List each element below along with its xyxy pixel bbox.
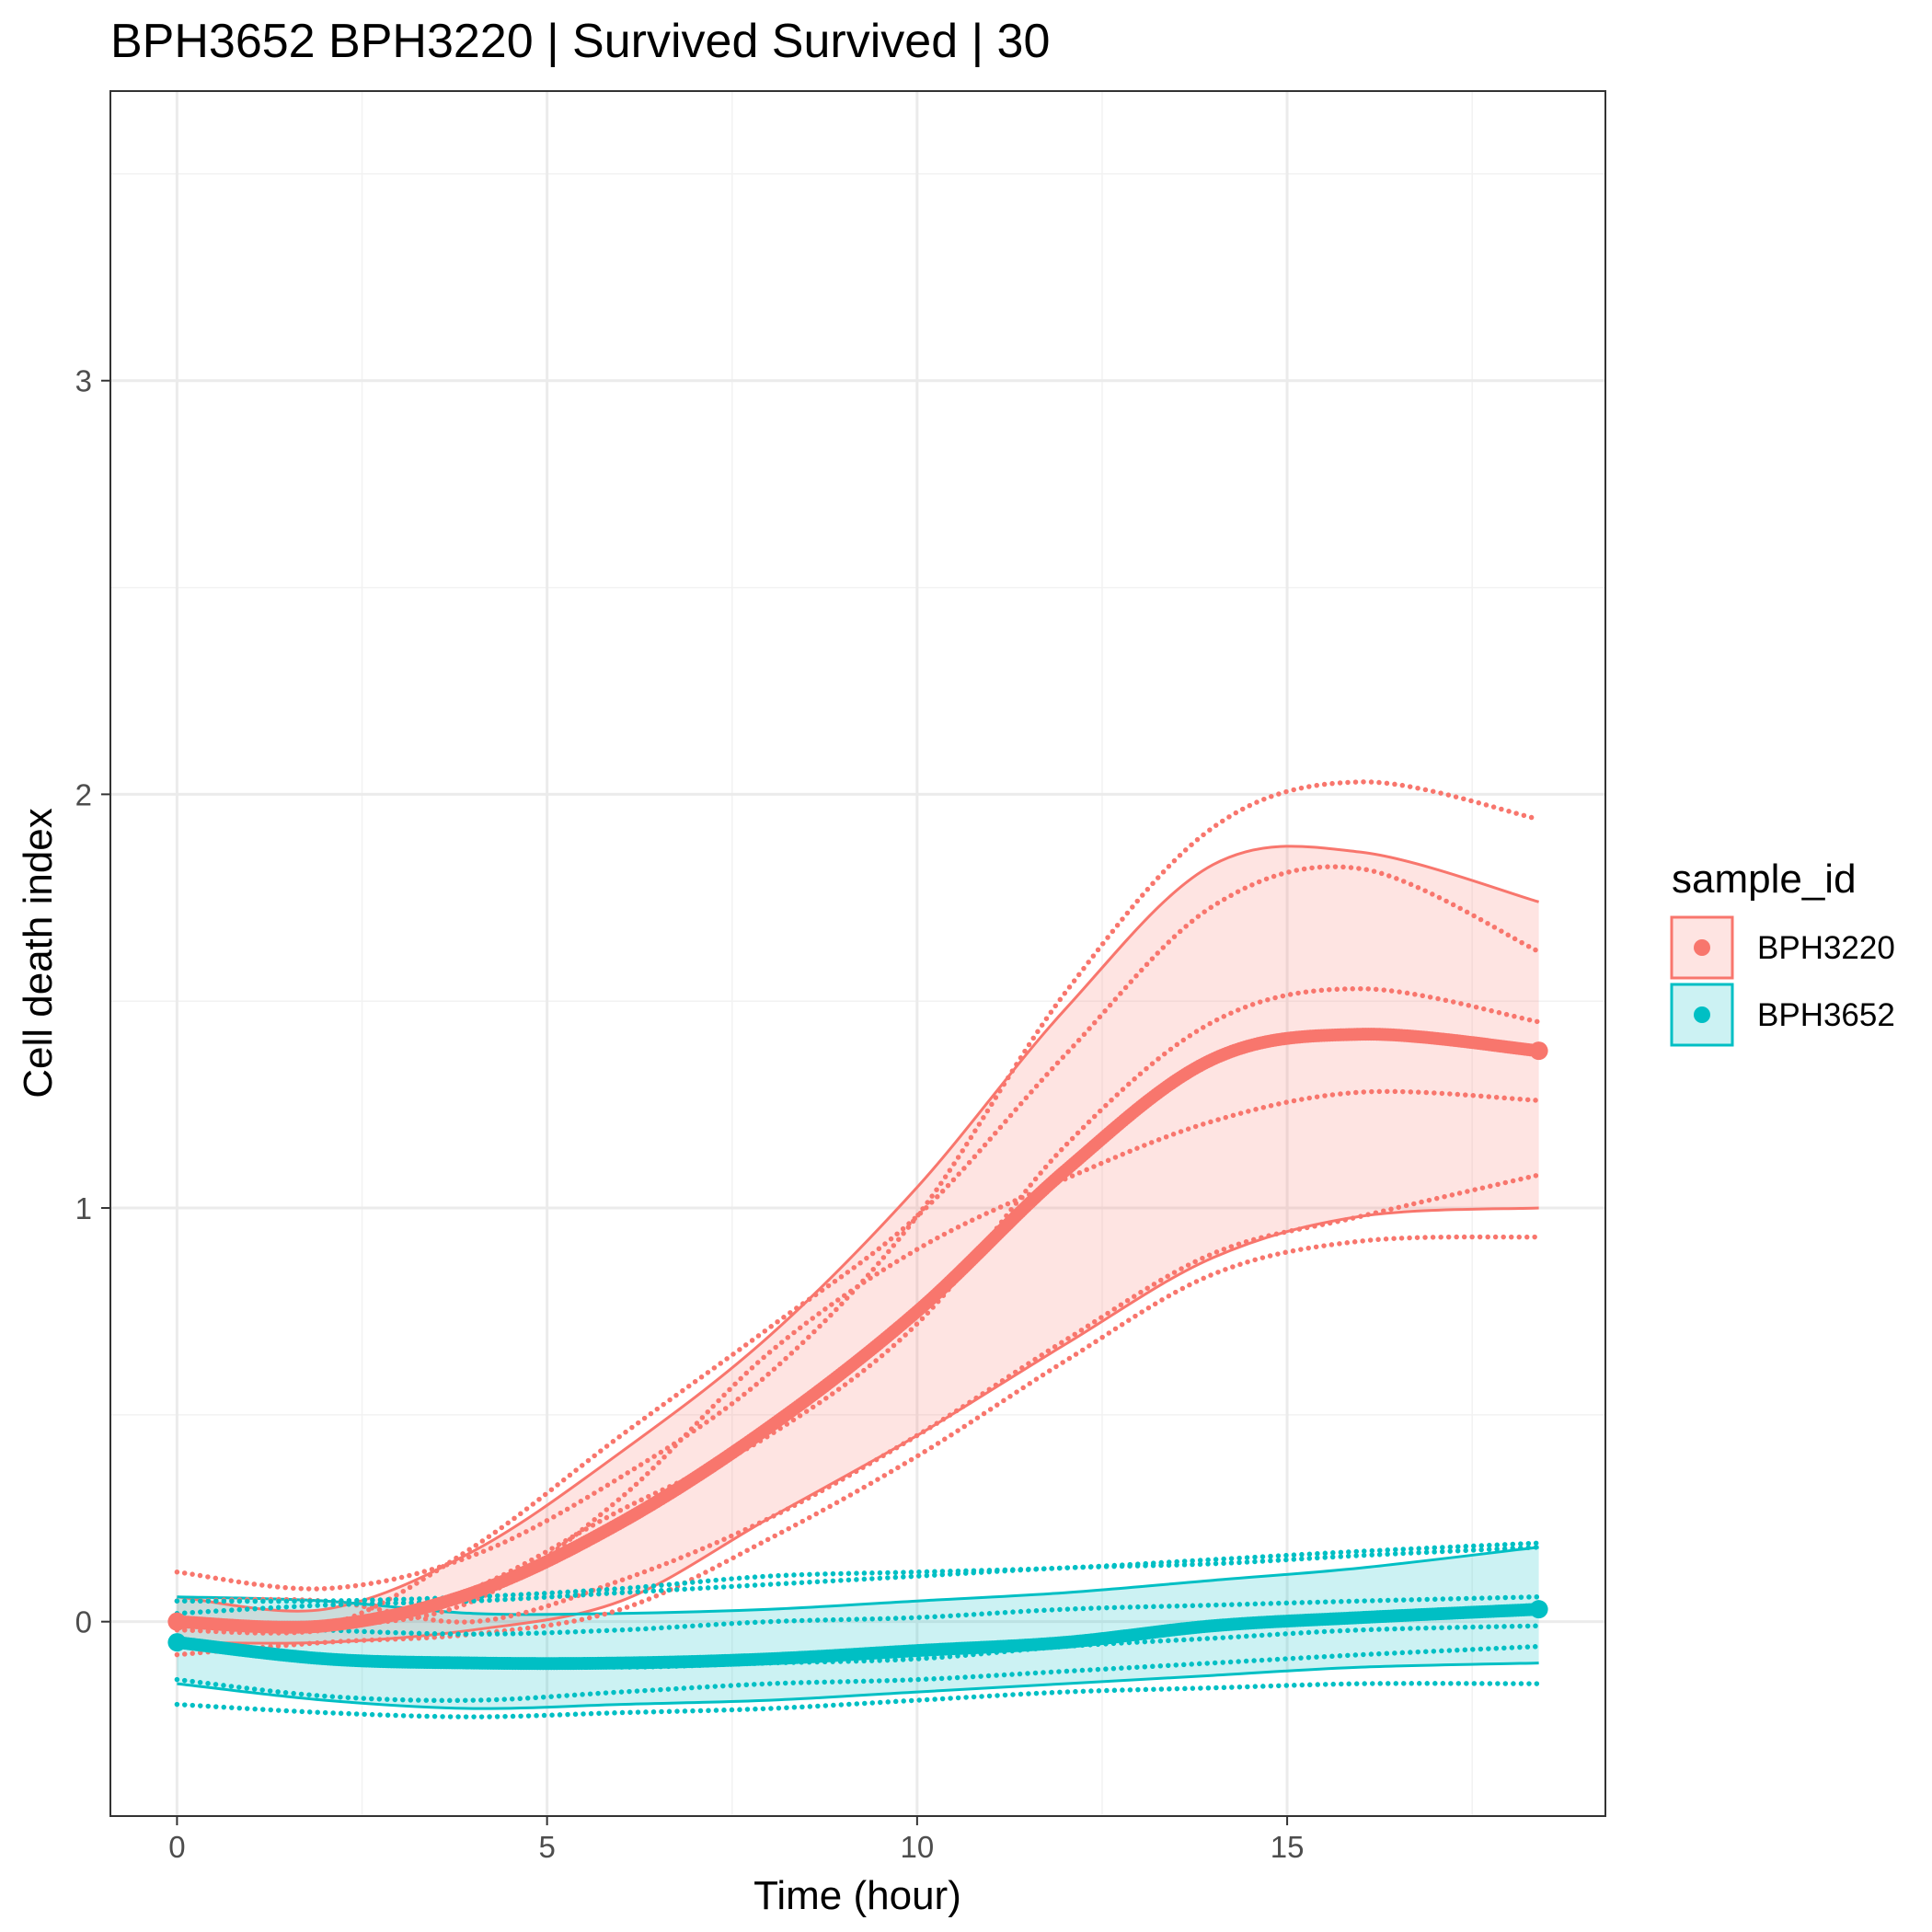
replicate-line-bph3652-6 — [174, 1681, 1542, 1719]
panel-background — [110, 91, 1605, 1816]
replicate-line-bph3220-6 — [174, 1234, 1542, 1658]
panel-border — [109, 90, 1606, 1817]
legend-key-dot-bph3652 — [1694, 1006, 1710, 1023]
mean-start-point-bph3220 — [167, 1612, 187, 1631]
replicate-line-bph3220-2 — [174, 864, 1542, 1634]
mean-lines — [167, 1028, 1548, 1671]
y-tick-label: 1 — [75, 1191, 92, 1225]
grid — [110, 91, 1605, 1816]
replicate-line-bph3652-3 — [174, 1593, 1542, 1637]
legend-label-bph3652: BPH3652 — [1757, 997, 1895, 1033]
x-tick-label: 10 — [900, 1830, 934, 1864]
chart-title: BPH3652 BPH3220 | Survived Survived | 30 — [110, 15, 1050, 68]
y-tick-label: 0 — [75, 1605, 92, 1639]
mean-start-point-bph3652 — [167, 1633, 187, 1652]
x-axis-title: Time (hour) — [753, 1873, 961, 1918]
y-tick-label: 3 — [75, 364, 92, 398]
replicate-line-bph3652-5 — [174, 1643, 1542, 1704]
mean-line-bph3652 — [170, 1603, 1546, 1671]
legend-title: sample_id — [1672, 857, 1857, 902]
ribbon-bph3220 — [177, 845, 1539, 1644]
x-axis: 0 5 10 15 — [168, 1816, 1304, 1864]
replicate-line-bph3652-2 — [174, 1544, 1542, 1616]
x-tick-label: 5 — [538, 1830, 555, 1864]
mean-line-bph3220 — [170, 1028, 1546, 1634]
x-tick-label: 15 — [1271, 1830, 1305, 1864]
replicate-line-bph3652-1 — [174, 1540, 1542, 1604]
legend: sample_id BPH3220 BPH3652 — [1670, 857, 1895, 1047]
ribbon-lower-edge-bph3652 — [177, 1662, 1539, 1710]
replicate-line-bph3220-1 — [174, 779, 1542, 1592]
legend-label-bph3220: BPH3220 — [1757, 930, 1895, 966]
legend-key-dot-bph3220 — [1694, 939, 1710, 956]
y-axis-title: Cell death index — [16, 808, 61, 1098]
x-tick-label: 0 — [168, 1830, 185, 1864]
ribbon-lower-edge-bph3220 — [177, 1206, 1539, 1645]
mean-end-point-bph3220 — [1529, 1041, 1548, 1061]
mean-end-point-bph3652 — [1529, 1600, 1548, 1619]
y-tick-label: 2 — [75, 777, 92, 811]
y-axis: 0 1 2 3 — [75, 364, 110, 1639]
